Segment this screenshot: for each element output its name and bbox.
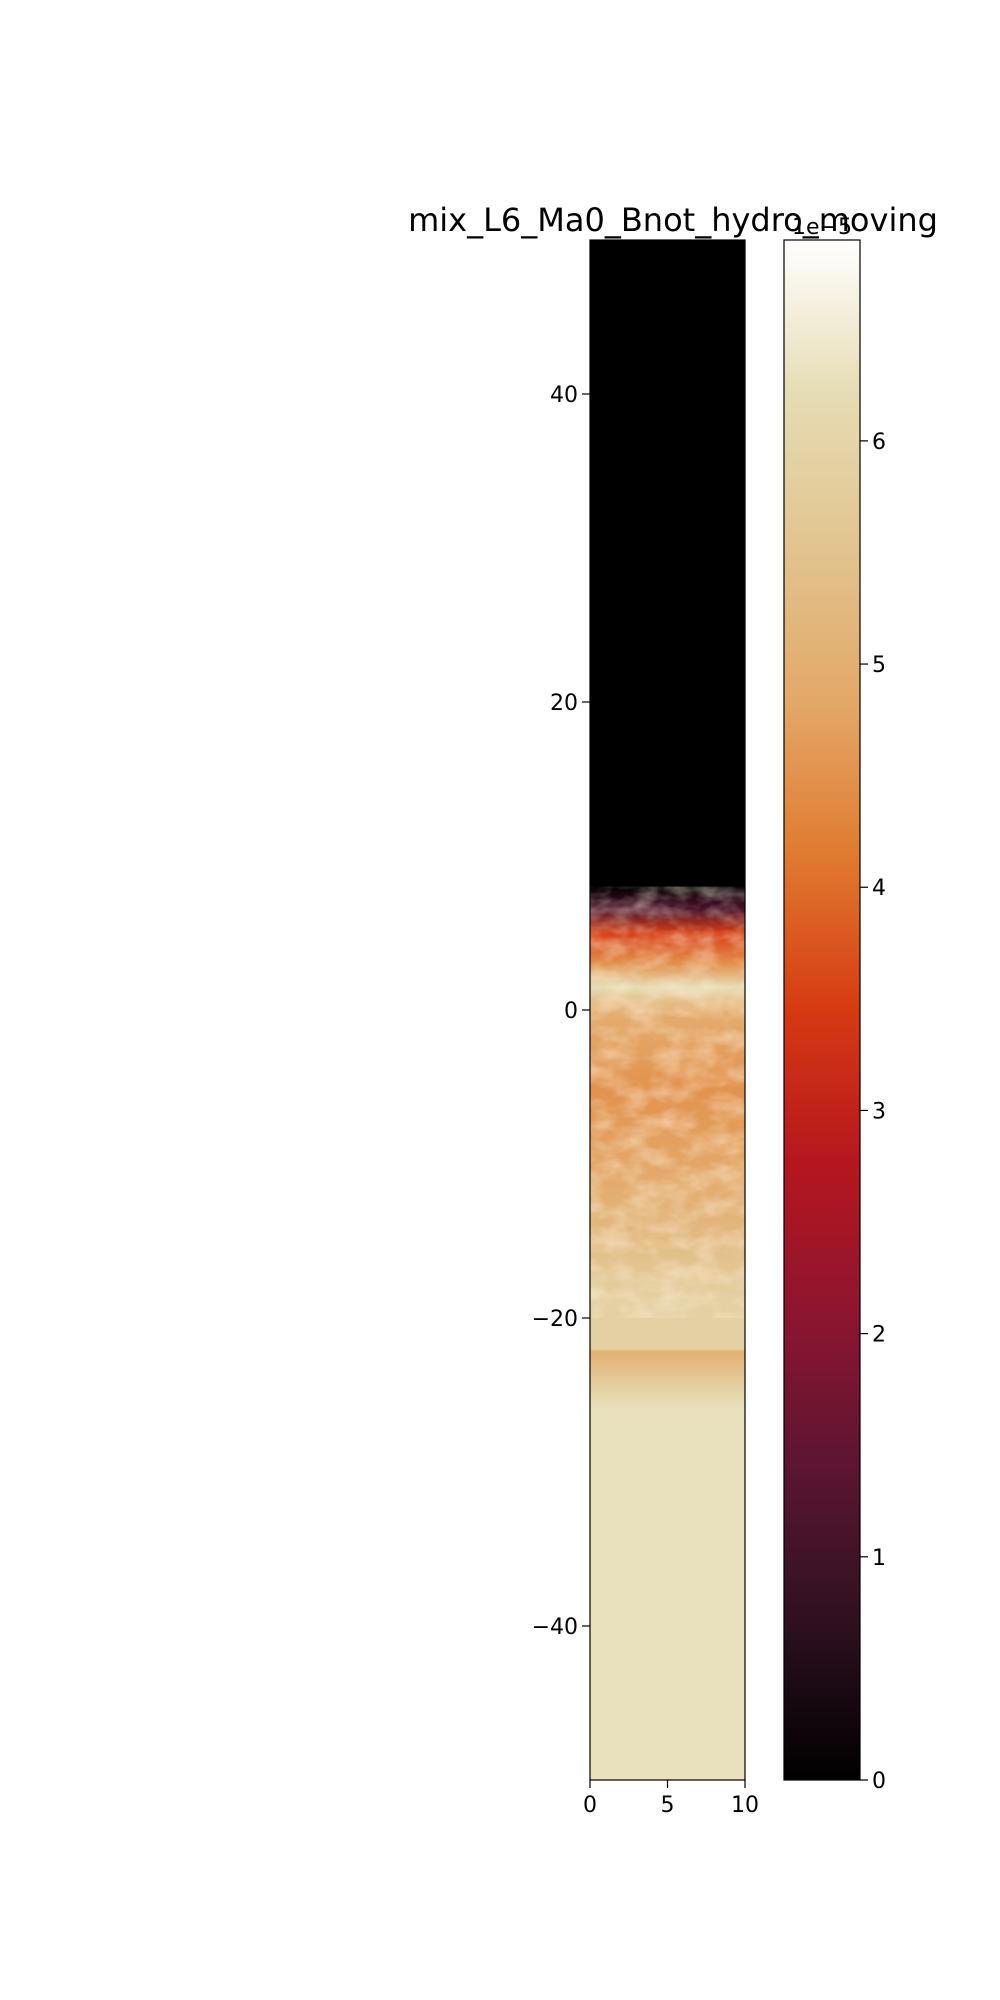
x-tick-label: 0: [583, 1793, 597, 1818]
colorbar-tick-label: 3: [872, 1099, 886, 1124]
y-axis: −40 −20 0 20 40: [532, 383, 590, 1640]
colorbar-offset-label: 1e−5: [792, 215, 852, 240]
colorbar-tick-label: 4: [872, 876, 886, 901]
y-tick-label: 20: [550, 691, 578, 716]
plot-area: [590, 240, 745, 1780]
y-tick-label: −40: [532, 1615, 578, 1640]
y-tick-label: 40: [550, 383, 578, 408]
y-tick-label: 0: [564, 999, 578, 1024]
colorbar-tick-label: 6: [872, 430, 886, 455]
colorbar: [783, 239, 861, 1781]
y-tick-label: −20: [532, 1307, 578, 1332]
colorbar-tick-label: 2: [872, 1323, 886, 1348]
chart-title: mix_L6_Ma0_Bnot_hydro_moving: [408, 201, 938, 239]
colorbar-axis: 0 1 2 3 4 5 6: [860, 430, 886, 1794]
colorbar-tick-label: 5: [872, 653, 886, 678]
x-axis: 0 5 10: [583, 1780, 759, 1818]
x-tick-label: 5: [661, 1793, 675, 1818]
colorbar-tick-label: 0: [872, 1769, 886, 1794]
colorbar-tick-label: 1: [872, 1546, 886, 1571]
x-tick-label: 10: [731, 1793, 759, 1818]
heatmap-texture: [590, 886, 745, 1318]
